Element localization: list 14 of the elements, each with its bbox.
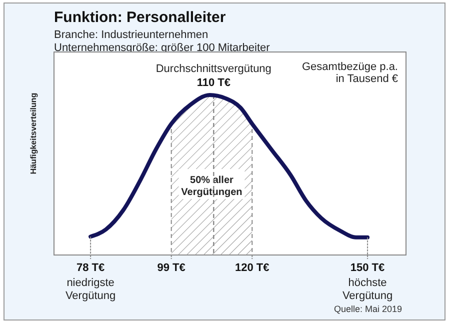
y-axis-title: Häufigkeitsverteilung: [29, 92, 38, 174]
band-label: 50% aller Vergütungen: [181, 175, 242, 198]
source-note: Quelle: Mai 2019: [334, 304, 402, 314]
x-tick-label: 78 T€: [76, 262, 105, 274]
x-tick-label: 120 T€: [234, 262, 270, 274]
x-tick-label: 150 T€: [350, 262, 385, 274]
chart-subtitle: Branche: Industrieunternehmen Unternehmensgröße: größer 100 Mitarbeiter: [54, 29, 270, 54]
ref-line-label: Durchschnittsvergütung: [156, 63, 272, 75]
text: niedrigste Vergütung: [65, 277, 116, 302]
text: höchste Vergütung: [342, 277, 393, 302]
annotation: 110 T€: [196, 77, 230, 89]
text: Gesamtbezüge p.a. in Tausend €: [302, 61, 398, 85]
x-tick-label: 99 T€: [157, 262, 186, 274]
chart-title: Funktion: Personalleiter: [54, 9, 226, 26]
